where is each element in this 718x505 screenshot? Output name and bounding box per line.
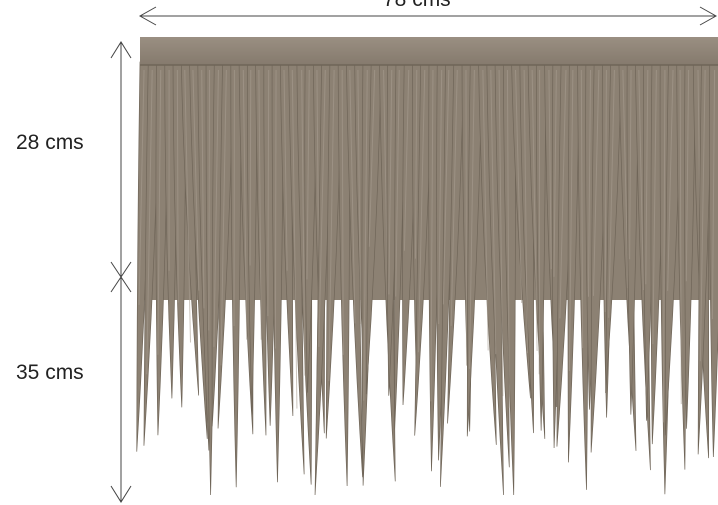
bottom-height-label: 35 cms: [16, 361, 84, 384]
top-height-label: 28 cms: [16, 131, 84, 154]
width-label: 78 cms: [383, 0, 451, 12]
height-dimension-line: [110, 41, 132, 503]
fringe-strands: [136, 60, 718, 496]
width-dimension-line: [138, 6, 718, 26]
top-band: [140, 37, 718, 65]
